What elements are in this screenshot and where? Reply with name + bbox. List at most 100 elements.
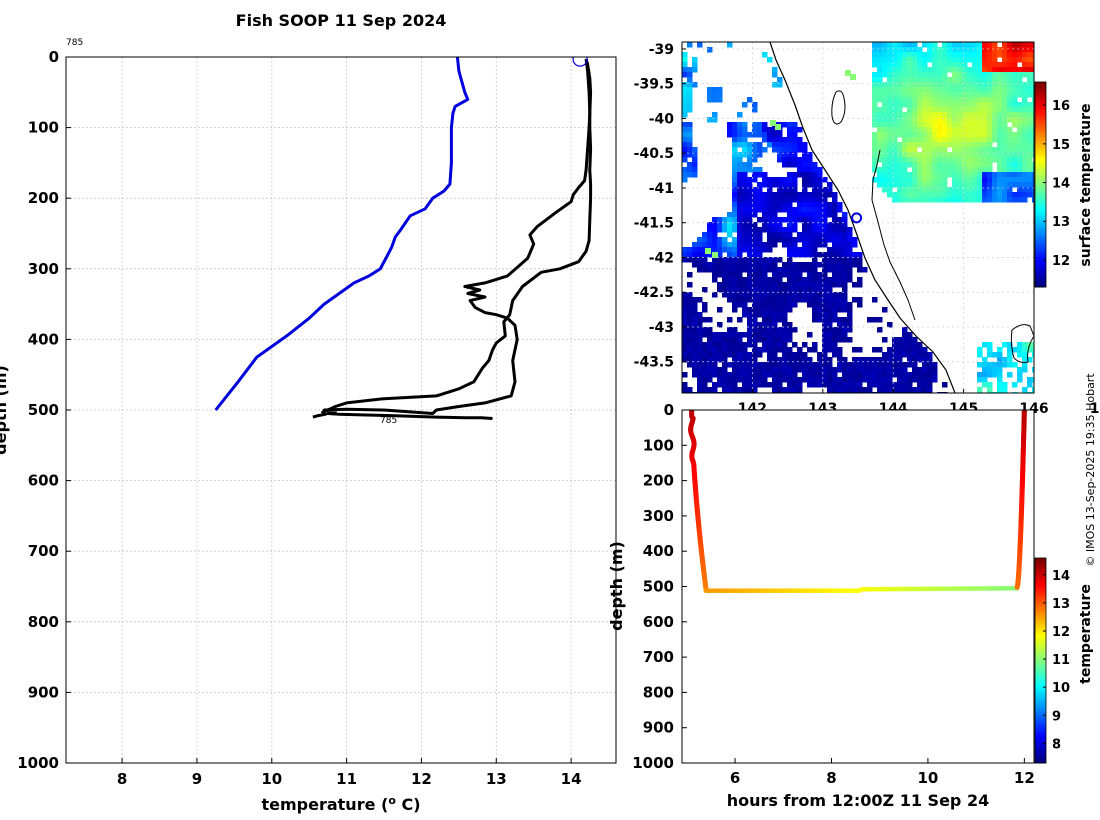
sst-cell <box>1002 127 1008 133</box>
sst-cell <box>797 217 803 223</box>
sst-cell <box>807 167 813 173</box>
sst-cell <box>952 57 958 63</box>
sst-cell <box>1022 167 1028 173</box>
sst-cell <box>717 337 723 343</box>
sst-cell <box>882 97 888 103</box>
sst-cell <box>937 52 943 58</box>
sst-cell <box>777 187 783 193</box>
sst-cell <box>982 142 988 148</box>
sst-cell <box>977 362 983 368</box>
sst-cell <box>752 277 758 283</box>
sst-cell <box>837 332 843 338</box>
sst-cell <box>922 67 928 73</box>
sst-cell <box>977 47 983 53</box>
sst-cell <box>1027 52 1033 58</box>
sst-cell <box>777 332 783 338</box>
sst-cell <box>822 357 828 363</box>
sst-cell <box>832 312 838 318</box>
sst-cell <box>727 212 733 218</box>
sst-cell <box>752 287 758 293</box>
sst-cell <box>897 97 903 103</box>
sst-cell <box>772 272 778 278</box>
sst-cell <box>937 182 943 188</box>
sst-cell <box>737 132 743 138</box>
sst-cell <box>807 292 813 298</box>
sst-cell <box>687 97 693 103</box>
sst-cell <box>962 147 968 153</box>
sst-cell <box>772 222 778 228</box>
sst-cell <box>802 242 808 248</box>
sst-cell <box>847 302 853 308</box>
sst-cell <box>997 137 1003 143</box>
sst-cell <box>732 127 738 133</box>
sst-cell <box>772 202 778 208</box>
sst-cell <box>732 342 738 348</box>
sst-cell <box>1032 77 1034 83</box>
sst-cell <box>922 72 928 78</box>
sst-cell <box>1012 52 1018 58</box>
sst-cell <box>887 387 893 393</box>
sst-cell <box>877 92 883 98</box>
sst-cell <box>907 387 913 393</box>
sst-cell <box>932 122 938 128</box>
sst-cell <box>752 347 758 353</box>
sst-cell <box>752 382 758 388</box>
sst-cell <box>972 142 978 148</box>
sst-cell <box>687 257 693 263</box>
sst-cell <box>872 152 878 158</box>
sst-cell <box>742 287 748 293</box>
sst-cell <box>762 122 768 128</box>
sst-cell <box>747 232 753 238</box>
section-colorbar-segment <box>1035 752 1046 757</box>
sst-cell <box>777 207 783 213</box>
sst-cell <box>707 262 713 268</box>
sst-cell <box>1002 142 1008 148</box>
sst-cell <box>872 87 878 93</box>
sst-cell <box>987 362 993 368</box>
sst-cell <box>727 387 733 393</box>
map-colorbar-label: surface temperature <box>1078 103 1094 266</box>
sst-cell <box>912 72 918 78</box>
sst-cell <box>762 182 768 188</box>
sst-cell <box>782 322 788 328</box>
sst-cell <box>902 342 908 348</box>
sst-cell <box>872 62 878 68</box>
sst-cell <box>807 202 813 208</box>
sst-cell <box>877 327 883 333</box>
sst-cell <box>1012 157 1018 163</box>
sst-cell <box>752 267 758 273</box>
sst-cell <box>947 47 953 53</box>
sst-cell <box>732 252 738 258</box>
sst-cell <box>987 52 993 58</box>
map-colorbar-segment <box>1035 242 1046 247</box>
sst-cell <box>997 122 1003 128</box>
sst-cell <box>982 382 988 388</box>
sst-cell <box>922 87 928 93</box>
sst-cell <box>1017 157 1023 163</box>
sst-cell <box>682 327 688 333</box>
sst-cell <box>892 117 898 123</box>
sst-cell <box>987 82 993 88</box>
sst-cell <box>962 142 968 148</box>
section-colorbar-segment <box>1035 602 1046 607</box>
section-colorbar-segment <box>1035 657 1046 661</box>
sst-cell <box>842 362 848 368</box>
sst-cell <box>787 162 793 168</box>
sst-cell <box>767 357 773 363</box>
sst-cell <box>987 167 993 173</box>
section-y-tick-label: 500 <box>643 578 674 596</box>
sst-cell <box>757 347 763 353</box>
sst-cell <box>692 157 698 163</box>
sst-cell <box>812 342 818 348</box>
sst-cell <box>722 347 728 353</box>
sst-cell <box>912 357 918 363</box>
sst-cell <box>982 72 988 78</box>
sst-cell <box>717 352 723 358</box>
sst-cell <box>982 102 988 108</box>
sst-cell <box>917 47 923 53</box>
sst-cell <box>802 147 808 153</box>
sst-cell <box>997 197 1003 203</box>
sst-cell <box>987 117 993 123</box>
map-colorbar-segment <box>1035 194 1046 199</box>
sst-cell <box>942 197 948 203</box>
